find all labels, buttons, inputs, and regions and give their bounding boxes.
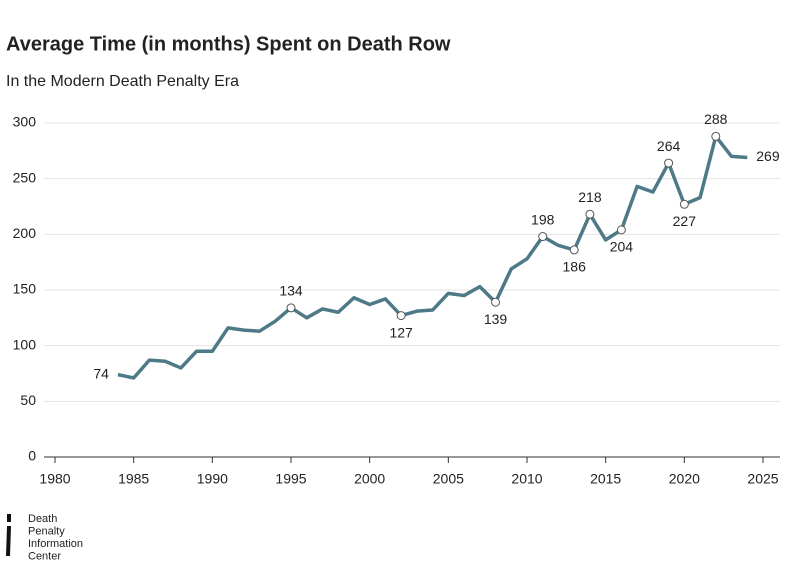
point-marker	[538, 232, 548, 242]
y-tick-label: 250	[13, 169, 37, 185]
value-label: 204	[610, 239, 634, 255]
point-marker	[286, 303, 296, 313]
footer-text: Information	[28, 538, 83, 550]
x-tick-label: 1990	[197, 471, 228, 487]
point-marker	[679, 199, 689, 209]
chart-title: Average Time (in months) Spent on Death …	[6, 33, 451, 55]
x-tick-label: 2010	[511, 471, 542, 487]
x-tick-label: 1985	[118, 471, 149, 487]
logo-mark	[7, 514, 11, 522]
point-marker	[569, 245, 579, 255]
y-tick-label: 200	[13, 225, 37, 241]
y-tick-label: 0	[28, 448, 36, 464]
point-marker	[711, 131, 721, 141]
x-tick-label: 1980	[39, 471, 70, 487]
point-marker	[585, 209, 595, 219]
y-tick-label: 150	[13, 281, 37, 297]
x-tick-label: 2020	[669, 471, 700, 487]
value-label: 127	[389, 324, 413, 340]
logo	[6, 514, 11, 556]
logo-mark	[6, 526, 11, 556]
x-tick-label: 2015	[590, 471, 621, 487]
chart-subtitle: In the Modern Death Penalty Era	[6, 73, 239, 90]
point-marker	[664, 158, 674, 168]
x-tick-label: 2000	[354, 471, 385, 487]
point-marker	[491, 297, 501, 307]
value-label: 269	[756, 148, 780, 164]
value-label: 134	[279, 283, 303, 299]
footer-text: Penalty	[28, 525, 65, 537]
value-label: 264	[657, 138, 681, 154]
line-series	[117, 134, 748, 380]
point-marker	[396, 311, 406, 321]
value-label: 74	[93, 365, 109, 381]
value-label: 218	[578, 189, 602, 205]
value-label: 186	[563, 259, 587, 275]
y-tick-label: 50	[20, 392, 36, 408]
x-tick-label: 2005	[433, 471, 464, 487]
value-label: 198	[531, 211, 555, 227]
y-tick-label: 300	[13, 114, 37, 130]
x-tick-label: 2025	[747, 471, 778, 487]
footer-text: Death	[28, 513, 57, 525]
value-label: 288	[704, 111, 728, 127]
point-marker	[616, 225, 626, 235]
footer-text: Center	[28, 550, 61, 562]
y-tick-label: 100	[13, 336, 37, 352]
value-label: 227	[673, 213, 697, 229]
x-tick-label: 1995	[275, 471, 306, 487]
value-label: 139	[484, 311, 508, 327]
